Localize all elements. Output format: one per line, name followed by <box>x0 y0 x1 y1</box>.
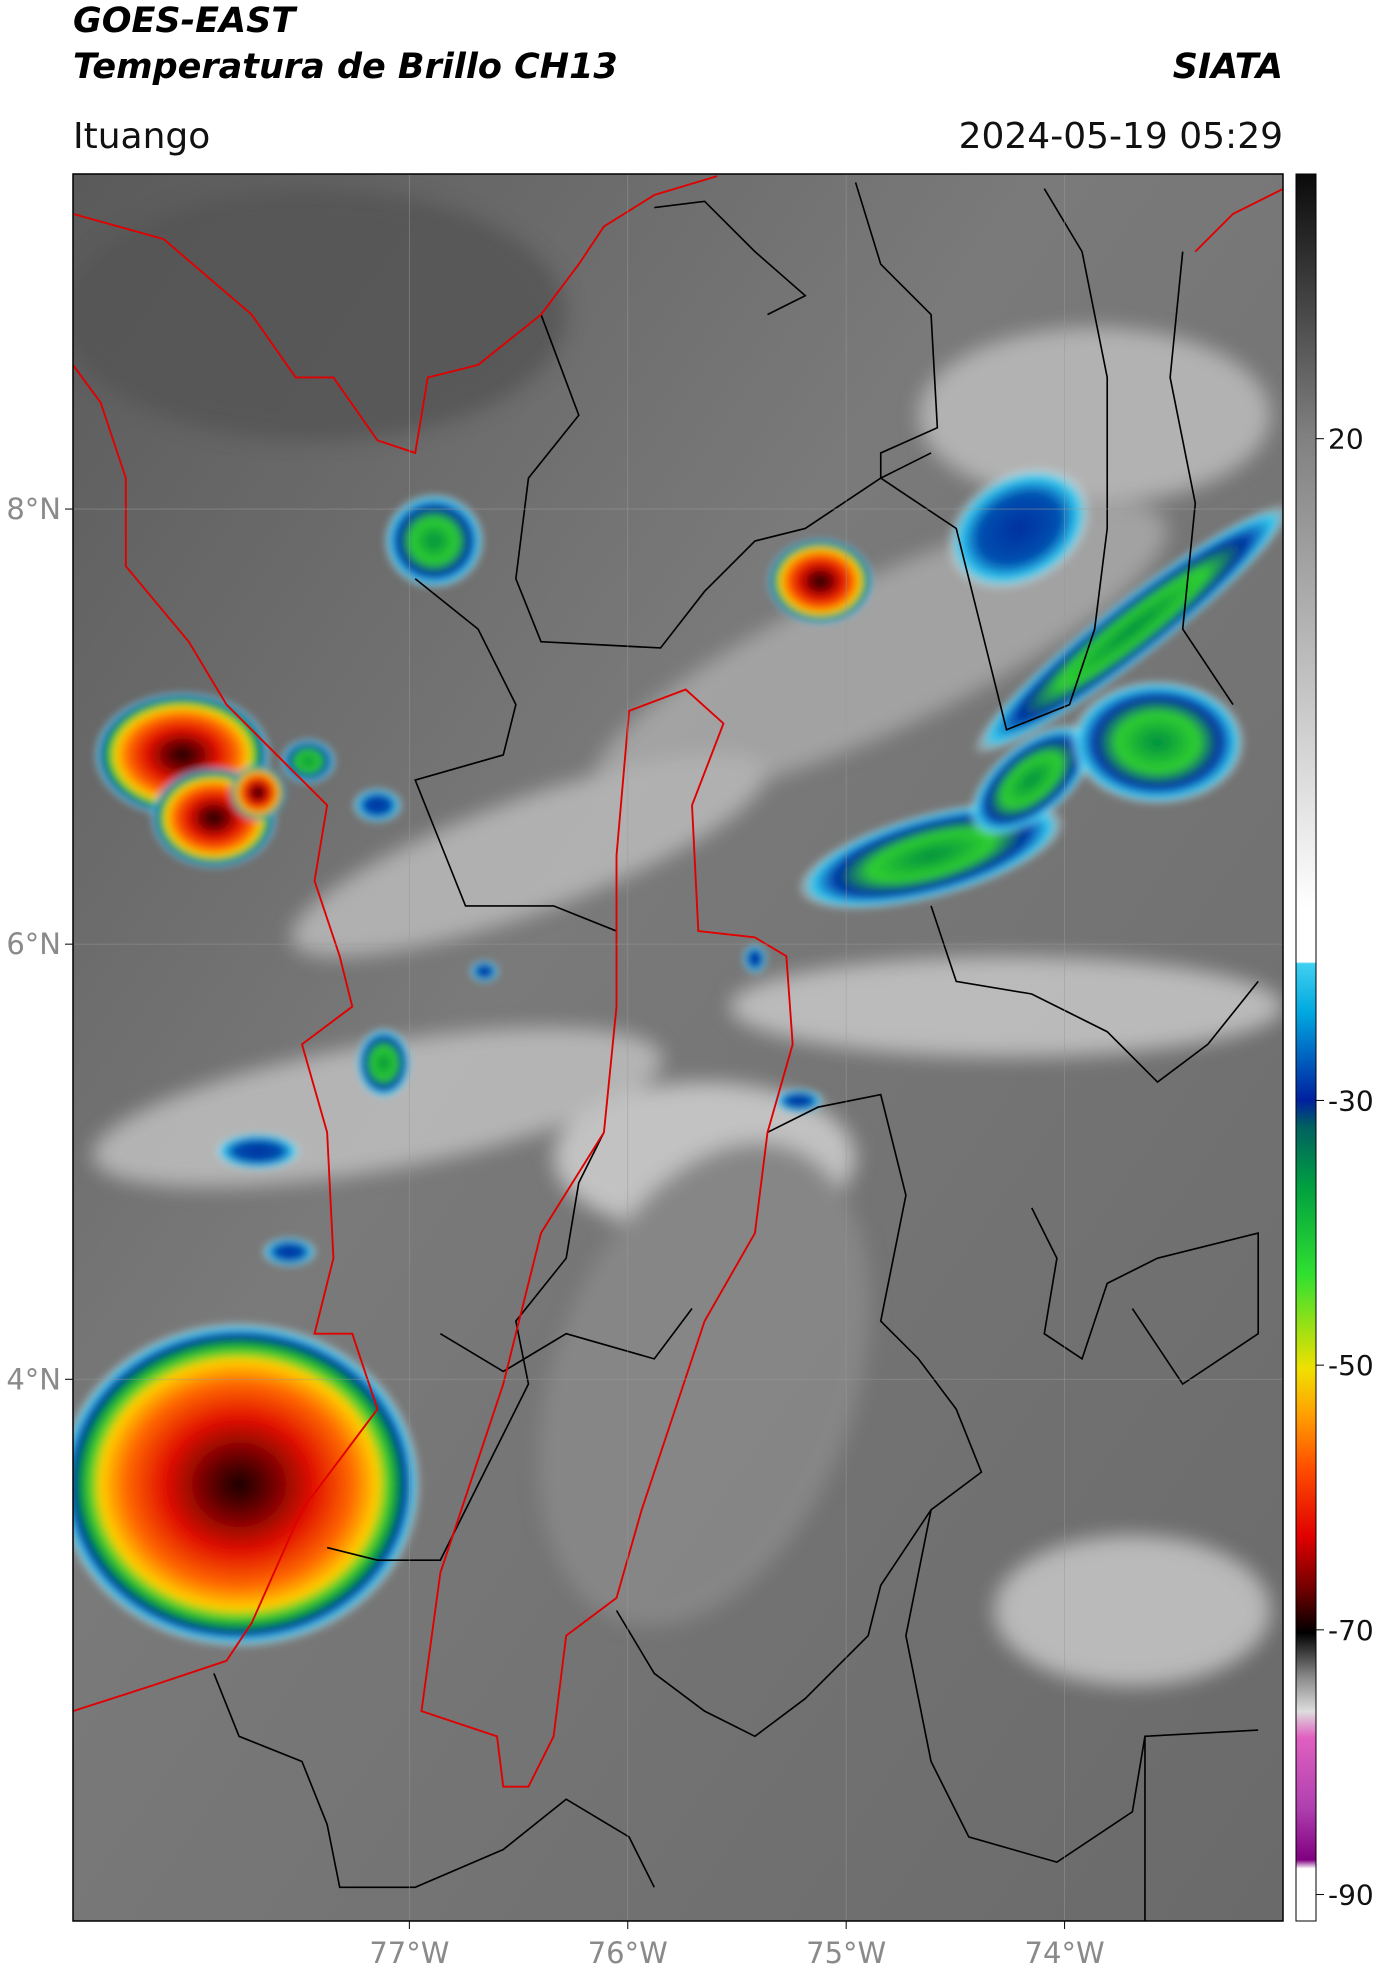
colorbar-tick-label: -90 <box>1328 1879 1374 1912</box>
colorbar-tick-label: -50 <box>1328 1349 1374 1382</box>
y-tick-label: 8°N <box>6 492 61 526</box>
colorbar-tick-label: 20 <box>1328 423 1364 456</box>
x-tick-label: 75°W <box>806 1936 886 1970</box>
grid-layer <box>73 174 1283 1921</box>
colorbar-tick-label: -70 <box>1328 1614 1374 1647</box>
timestamp: 2024-05-19 05:29 <box>959 116 1283 157</box>
x-tick-label: 74°W <box>1025 1936 1105 1970</box>
map-frame <box>72 173 1284 1922</box>
region: Ituango <box>73 116 210 157</box>
y-tick-label: 4°N <box>6 1362 61 1396</box>
satellite-image <box>72 173 1284 1922</box>
x-tick-label: 76°W <box>588 1936 668 1970</box>
title: GOES-EAST <box>73 1 298 41</box>
y-tick-label: 6°N <box>6 927 61 961</box>
colorbar <box>1295 173 1317 1922</box>
colorbar-tick-label: -30 <box>1328 1084 1374 1117</box>
subtitle: Temperatura de Brillo CH13 <box>73 47 618 87</box>
x-tick-label: 77°W <box>369 1936 449 1970</box>
source: SIATA <box>1173 47 1283 87</box>
